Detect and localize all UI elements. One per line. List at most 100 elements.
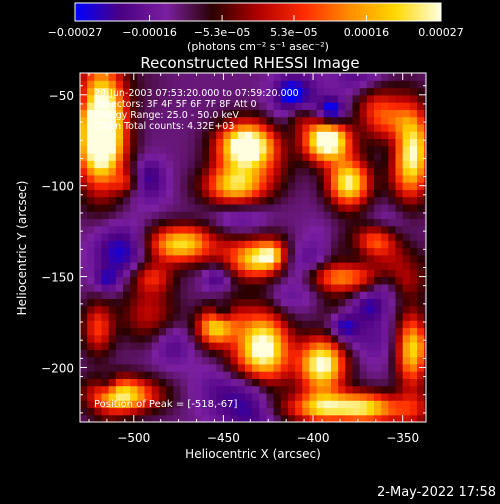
heatmap-cell [374,320,382,329]
heatmap-cell [338,247,346,256]
heatmap-cell [345,371,354,379]
heatmap-cell [130,371,138,379]
heatmap-cell [151,94,160,103]
heatmap-cell [137,109,146,118]
heatmap-cell [115,407,124,416]
heatmap-cell [302,320,311,329]
heatmap-cell [395,167,404,176]
heatmap-cell [144,152,153,161]
heatmap-cell [381,400,389,409]
heatmap-cell [201,247,210,256]
heatmap-cell [101,116,110,125]
heatmap-cell [338,152,346,161]
heatmap-cell [266,80,275,89]
heatmap-cell [345,269,354,278]
heatmap-cell [101,145,110,154]
heatmap-cell [101,262,110,270]
heatmap-cell [374,131,382,140]
heatmap-cell [94,87,103,96]
heatmap-cell [158,123,167,132]
heatmap-cell [295,298,303,307]
heatmap-cell [295,378,303,387]
heatmap-cell [94,400,103,409]
heatmap-cell [259,305,268,314]
heatmap-cell [123,152,131,161]
heatmap-cell [252,174,260,183]
heatmap-cell [316,392,325,401]
heatmap-cell [345,189,354,198]
heatmap-cell [144,102,153,110]
heatmap-cell [417,247,425,256]
heatmap-cell [352,371,361,379]
heatmap-cell [252,291,260,299]
heatmap-cell [252,407,260,416]
heatmap-cell [94,203,103,212]
heatmap-cell [130,342,138,350]
heatmap-cell [388,269,397,278]
heatmap-cell [309,145,318,154]
colorbar-units-label: (photons cm⁻² s⁻¹ asec⁻²) [187,40,329,53]
heatmap-cell [395,80,404,89]
heatmap-cell [180,385,189,394]
heatmap-cell [366,334,375,343]
heatmap-cell [201,327,210,336]
heatmap-cell [417,385,425,394]
heatmap-cell [237,73,246,81]
heatmap-cell [395,262,404,270]
heatmap-cell [158,203,167,212]
heatmap-cell [151,131,160,140]
heatmap-cell [101,356,110,365]
heatmap-cell [259,407,268,416]
heatmap-cell [180,102,189,110]
heatmap-cell [352,392,361,401]
heatmap-cell [424,167,426,176]
heatmap-cell [187,123,196,132]
heatmap-cell [101,414,110,422]
heatmap-cell [352,211,361,220]
heatmap-cell [252,371,260,379]
heatmap-cell [273,385,282,394]
heatmap-cell [158,283,167,292]
heatmap-cell [144,232,153,241]
heatmap-cell [201,102,210,110]
heatmap-cell [417,211,425,220]
heatmap-cell [395,145,404,154]
heatmap-cell [395,312,404,321]
heatmap-cell [187,160,196,169]
heatmap-cell [273,240,282,249]
heatmap-cell [352,73,361,81]
heatmap-cell [144,414,153,422]
heatmap-cell [166,392,174,401]
heatmap-cell [417,203,425,212]
heatmap-cell [130,94,138,103]
heatmap-cell [209,152,217,161]
heatmap-cell [316,269,325,278]
heatmap-cell [330,182,339,190]
heatmap-cell [123,269,131,278]
heatmap-cell [280,94,289,103]
heatmap-cell [108,349,117,358]
heatmap-cell [309,109,318,118]
heatmap-cell [417,189,425,198]
heatmap-cell [173,232,181,241]
heatmap-cell [158,334,167,343]
heatmap-cell [309,94,318,103]
heatmap-cell [424,247,426,256]
heatmap-cell [94,218,103,227]
heatmap-cell [115,334,124,343]
heatmap-cell [166,102,174,110]
heatmap-cell [424,371,426,379]
heatmap-cell [115,240,124,249]
heatmap-cell [166,276,174,285]
heatmap-cell [316,320,325,329]
heatmap-cell [237,262,246,270]
heatmap-cell [424,240,426,249]
heatmap-cell [259,116,268,125]
heatmap-cell [374,116,382,125]
heatmap-cell [316,203,325,212]
heatmap-cell [388,262,397,270]
heatmap-cell [151,203,160,212]
heatmap-cell [409,349,418,358]
heatmap-cell [144,211,153,220]
heatmap-cell [115,145,124,154]
